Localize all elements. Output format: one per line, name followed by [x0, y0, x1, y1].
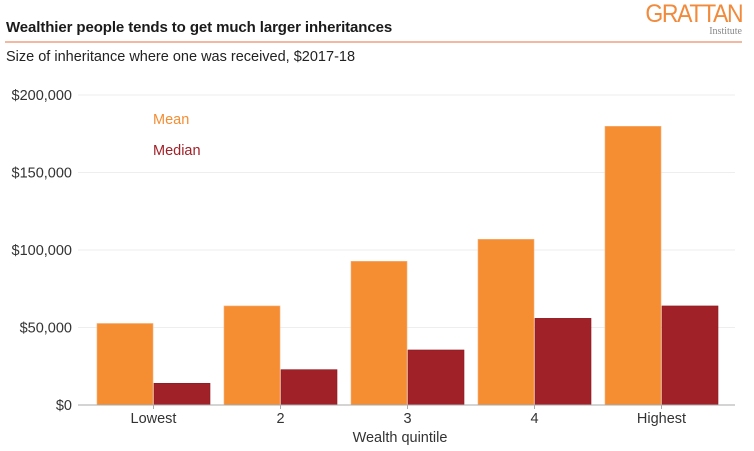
bar-mean	[477, 239, 535, 406]
bar-mean	[223, 305, 281, 406]
y-axis-ticks: $0 $50,000 $100,000 $150,000 $200,000	[12, 88, 72, 414]
y-tick-label: $200,000	[12, 88, 72, 104]
y-tick-label: $100,000	[12, 243, 72, 259]
x-tick-label: Highest	[637, 411, 686, 427]
x-tick-label: 3	[403, 411, 411, 427]
title-divider	[5, 41, 742, 43]
logo-subtitle: Institute	[709, 26, 742, 37]
bar-mean	[350, 261, 408, 406]
legend: Mean Median	[153, 112, 201, 159]
bar-median	[661, 305, 719, 406]
y-tick-label: $150,000	[12, 166, 72, 182]
bar-median	[407, 349, 465, 406]
bar-median	[534, 318, 592, 406]
logo-wordmark: GRATTAN	[645, 0, 743, 28]
x-axis-label: Wealth quintile	[353, 430, 448, 446]
chart-title: Wealthier people tends to get much large…	[6, 19, 393, 36]
legend-mean: Mean	[153, 112, 189, 128]
bar-mean	[604, 126, 662, 406]
bar-median	[153, 382, 211, 406]
chart-subtitle: Size of inheritance where one was receiv…	[6, 49, 356, 65]
bars	[96, 126, 719, 406]
y-tick-label: $50,000	[20, 321, 72, 337]
grattan-logo: GRATTAN Institute	[637, 0, 743, 37]
legend-median: Median	[153, 143, 201, 159]
bar-mean	[96, 323, 154, 406]
x-tick-label: 4	[530, 411, 538, 427]
y-tick-label: $0	[56, 398, 72, 414]
bar-median	[280, 369, 338, 406]
x-tick-label: 2	[276, 411, 284, 427]
x-axis-ticks: Lowest 2 3 4 Highest	[131, 405, 686, 427]
x-tick-label: Lowest	[131, 411, 177, 427]
